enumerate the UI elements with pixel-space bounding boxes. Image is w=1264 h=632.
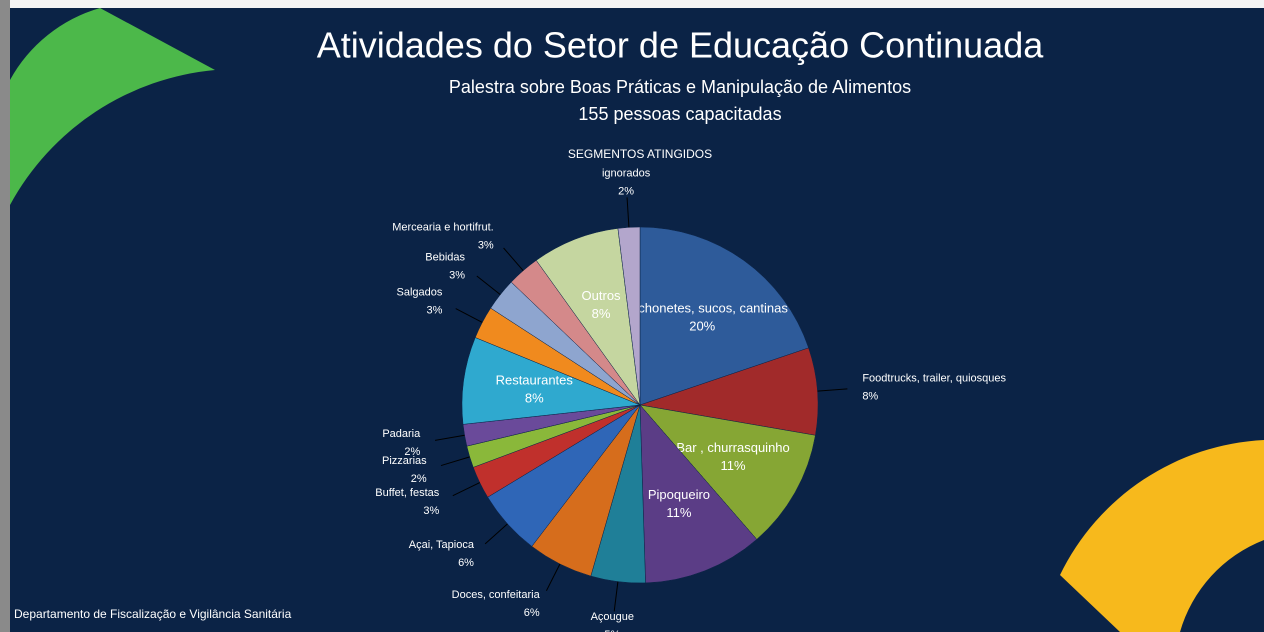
top-strip xyxy=(0,0,1264,8)
pie-slice xyxy=(639,404,816,540)
slice-label: Restaurantes xyxy=(496,373,574,388)
leader-line xyxy=(503,247,524,271)
slice-value: 3% xyxy=(423,505,439,517)
slice-value: 11% xyxy=(721,458,746,473)
slice-label: Bar , churrasquinho xyxy=(676,440,789,455)
green-arc xyxy=(10,8,215,205)
subtitle: Palestra sobre Boas Práticas e Manipulaç… xyxy=(449,77,911,97)
slice-value: 3% xyxy=(449,270,465,282)
slice-label: Mercearia e hortifrut. xyxy=(392,222,493,234)
slice-value: 3% xyxy=(427,305,443,317)
leader-line xyxy=(455,308,483,323)
chart-title: SEGMENTOS ATINGIDOS xyxy=(568,147,712,161)
slice-value: 2% xyxy=(404,446,420,458)
pie-slice xyxy=(639,226,809,406)
leader-line xyxy=(476,275,501,296)
slice-value: 2% xyxy=(411,473,427,485)
slice-value: 8% xyxy=(592,306,611,321)
title: Atividades do Setor de Educação Continua… xyxy=(317,25,1044,66)
yellow-arc xyxy=(1060,440,1264,632)
slice-label: Padaria xyxy=(382,428,421,440)
leader-line xyxy=(452,482,481,497)
leader-line xyxy=(434,434,465,441)
slice-label: Pipoqueiro xyxy=(648,487,710,502)
slice-value: 2% xyxy=(618,185,634,197)
slice-label: Açai, Tapioca xyxy=(409,539,475,551)
slice-label: Salgados xyxy=(397,287,443,299)
slice-label: Lanchonetes, sucos, cantinas xyxy=(617,301,789,316)
slice-label: Açougue xyxy=(591,611,634,623)
slice-label: Bebidas xyxy=(425,252,465,264)
slice-label: Foodtrucks, trailer, quiosques xyxy=(862,373,1006,385)
slice-label: Buffet, festas xyxy=(375,487,440,499)
subtitle: 155 pessoas capacitadas xyxy=(578,104,781,124)
leader-line xyxy=(613,581,619,612)
slice-value: 8% xyxy=(525,391,544,406)
slice-label: ignorados xyxy=(602,167,651,179)
slice-label: Doces, confeitaria xyxy=(452,589,541,601)
slice-value: 20% xyxy=(689,319,715,334)
slice-value: 6% xyxy=(524,607,540,619)
slice-value: 6% xyxy=(458,557,474,569)
slice-label: Outros xyxy=(582,288,622,303)
slice-value: 5% xyxy=(604,629,620,632)
footer: Departamento de Fiscalização e Vigilânci… xyxy=(14,607,292,621)
left-strip xyxy=(0,0,10,632)
pie-slice xyxy=(639,404,758,584)
leader-line xyxy=(484,523,508,545)
slice-value: 3% xyxy=(478,240,494,252)
slice-label: Pizzarias xyxy=(382,455,427,467)
slice-value: 11% xyxy=(666,505,691,520)
leader-line xyxy=(545,563,561,591)
leader-line xyxy=(626,197,630,228)
leader-line xyxy=(440,456,470,467)
slice-value: 8% xyxy=(862,391,878,403)
leader-line xyxy=(817,388,848,392)
